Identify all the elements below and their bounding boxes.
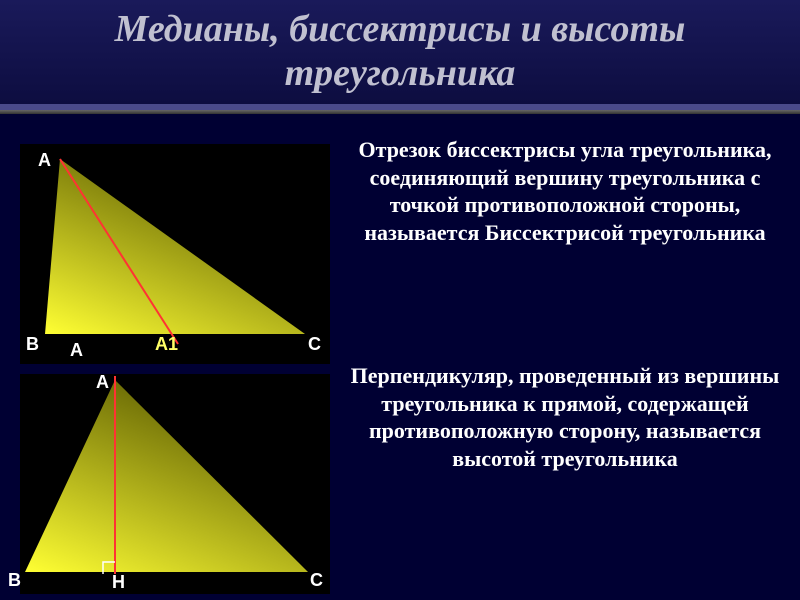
title-bar: Медианы, биссектрисы и высоты треугольни… [0,0,800,110]
altitude-svg [20,374,330,594]
vertex-c2-label: C [310,570,323,591]
altitude-foot-label: H [112,572,125,593]
vertex-b2-label: B [8,570,21,591]
altitude-definition: Перпендикуляр, проведенный из вершины тр… [345,362,785,472]
vertex-b-label: B [26,334,39,355]
bisector-foot-label: A1 [155,334,178,355]
bisector-diagram: A B C A1 A [20,144,330,364]
vertex-a2-label: A [96,372,109,393]
altitude-diagram: A B C H [20,374,330,594]
vertex-c-label: C [308,334,321,355]
bisector-definition: Отрезок биссектрисы угла треугольника, с… [345,136,785,246]
triangle-2 [25,380,308,572]
midpoint-a-label: A [70,340,83,361]
vertex-a-label: A [38,150,51,171]
content-area: A B C A1 A A B C H Отрезок биссектрисы у… [0,124,800,600]
triangle-1 [45,159,305,334]
page-title: Медианы, биссектрисы и высоты треугольни… [0,8,800,95]
bisector-svg [20,144,330,364]
